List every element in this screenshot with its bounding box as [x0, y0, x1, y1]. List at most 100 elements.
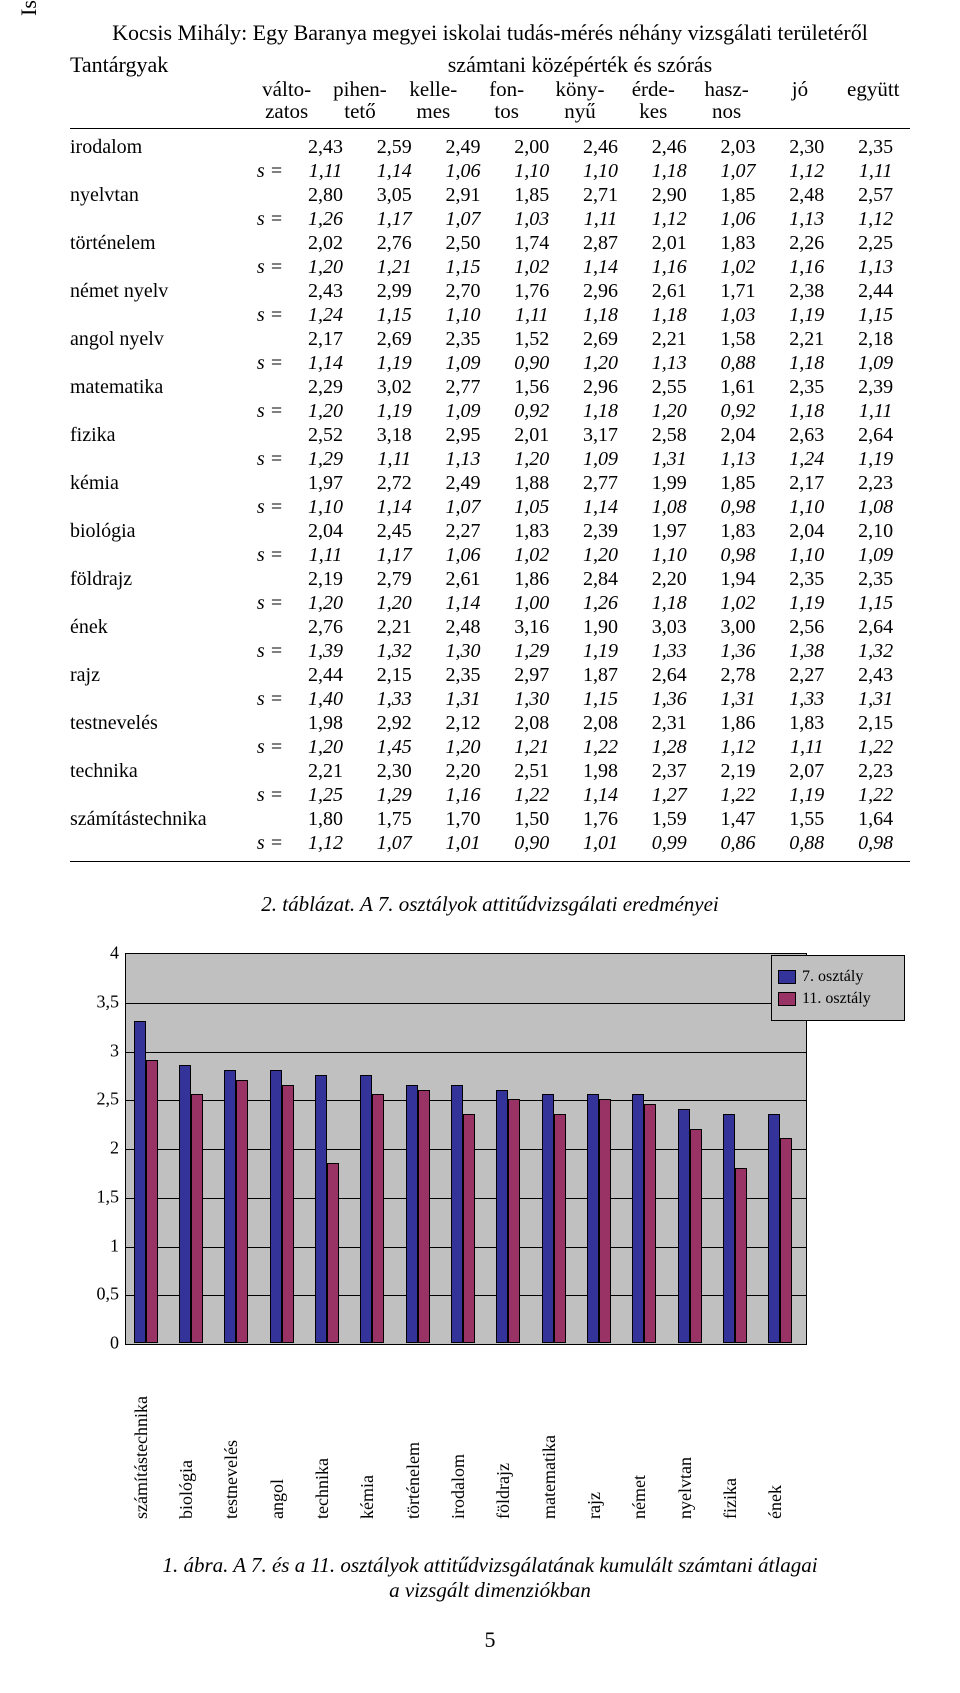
- table-row: matematika2,293,022,771,562,962,551,612,…: [70, 375, 910, 399]
- table-row-sd: s =1,201,451,201,211,221,281,121,111,22: [70, 735, 910, 759]
- table-row-sd: s =1,201,211,151,021,141,161,021,161,13: [70, 255, 910, 279]
- chart-x-tick: rajz: [584, 1492, 605, 1519]
- chart-bar: [690, 1129, 702, 1344]
- page-number: 5: [70, 1627, 910, 1653]
- chart-y-tick: 2: [75, 1138, 119, 1159]
- chart-bar: [599, 1099, 611, 1343]
- table-row-sd: s =1,291,111,131,201,091,311,131,241,19: [70, 447, 910, 471]
- legend-item-7: 7. osztály: [778, 968, 898, 986]
- legend-swatch-7: [778, 970, 796, 984]
- column-heading: válto-zatos: [250, 78, 323, 122]
- chart-y-tick: 4: [75, 943, 119, 964]
- table-row: technika2,212,302,202,511,982,372,192,07…: [70, 759, 910, 783]
- chart-y-tick: 0: [75, 1333, 119, 1354]
- table-row: német nyelv2,432,992,701,762,962,611,712…: [70, 279, 910, 303]
- column-heading: jó: [763, 78, 836, 122]
- column-heading: pihen-tető: [323, 78, 396, 122]
- chart-bar: [270, 1070, 282, 1343]
- legend-label-11: 11. osztály: [802, 990, 871, 1008]
- column-heading: érde-kes: [617, 78, 690, 122]
- table-row-sd: s =1,111,171,061,021,201,100,981,101,09: [70, 543, 910, 567]
- column-heading: együtt: [837, 78, 910, 122]
- chart-y-tick: 1,5: [75, 1186, 119, 1207]
- page: Iskolakultúra 2000/8 Kocsis Mihály: Egy …: [0, 0, 960, 1693]
- chart-x-tick: számítástechnika: [131, 1396, 152, 1519]
- chart-bar: [554, 1114, 566, 1343]
- chart-bar: [644, 1104, 656, 1343]
- chart-x-labels: számítástechnikabiológiatestnevelésangol…: [125, 1349, 805, 1519]
- table-header-1: Tantárgyak számtani középérték és szórás: [70, 52, 910, 78]
- chart-x-tick: ének: [765, 1485, 786, 1519]
- chart-bar: [780, 1138, 792, 1343]
- side-journal-label: Iskolakultúra 2000/8: [16, 0, 42, 16]
- table-row-sd: s =1,201,201,141,001,261,181,021,191,15: [70, 591, 910, 615]
- table-caption: 2. táblázat. A 7. osztályok attitűdvizsg…: [70, 892, 910, 917]
- legend-item-11: 11. osztály: [778, 990, 898, 1008]
- legend-label-7: 7. osztály: [802, 968, 863, 986]
- table-row: testnevelés1,982,922,122,082,082,311,861…: [70, 711, 910, 735]
- chart-bar: [134, 1021, 146, 1343]
- chart-y-tick: 3: [75, 1040, 119, 1061]
- table-row-sd: s =1,401,331,311,301,151,361,311,331,31: [70, 687, 910, 711]
- chart-bar: [236, 1080, 248, 1343]
- table-row: nyelvtan2,803,052,911,852,712,901,852,48…: [70, 183, 910, 207]
- chart-x-tick: matematika: [539, 1435, 560, 1519]
- chart-bar: [451, 1085, 463, 1343]
- figure-caption: 1. ábra. A 7. és a 11. osztályok attitűd…: [75, 1553, 905, 1603]
- chart-bar: [463, 1114, 475, 1343]
- table-row: földrajz2,192,792,611,862,842,201,942,35…: [70, 567, 910, 591]
- table-row-sd: s =1,391,321,301,291,191,331,361,381,32: [70, 639, 910, 663]
- table-row: rajz2,442,152,352,971,872,642,782,272,43: [70, 663, 910, 687]
- table-row: angol nyelv2,172,692,351,522,692,211,582…: [70, 327, 910, 351]
- table-row: kémia1,972,722,491,882,771,991,852,172,2…: [70, 471, 910, 495]
- column-heading: kelle-mes: [397, 78, 470, 122]
- table-row-sd: s =1,251,291,161,221,141,271,221,191,22: [70, 783, 910, 807]
- chart-bar: [735, 1168, 747, 1344]
- chart-bar: [224, 1070, 236, 1343]
- chart-bar: [360, 1075, 372, 1343]
- chart-bar: [315, 1075, 327, 1343]
- table-row-sd: s =1,111,141,061,101,101,181,071,121,11: [70, 159, 910, 183]
- center-heading: számtani középérték és szórás: [250, 52, 910, 78]
- chart-bars: [125, 953, 805, 1343]
- chart-x-tick: fizika: [720, 1478, 741, 1519]
- legend-swatch-11: [778, 992, 796, 1006]
- table-row: fizika2,523,182,952,013,172,582,042,632,…: [70, 423, 910, 447]
- chart-x-tick: földrajz: [493, 1463, 514, 1519]
- chart-y-tick: 2,5: [75, 1089, 119, 1110]
- chart-x-tick: kémia: [357, 1475, 378, 1519]
- chart-y-tick: 1: [75, 1235, 119, 1256]
- table-row-sd: s =1,141,191,090,901,201,130,881,181,09: [70, 351, 910, 375]
- chart-bar: [146, 1060, 158, 1343]
- chart-x-tick: irodalom: [448, 1454, 469, 1519]
- chart-x-tick: történelem: [403, 1442, 424, 1519]
- chart-bar: [191, 1094, 203, 1343]
- chart: 00,511,522,533,54 számítástechnikabiológ…: [75, 943, 905, 1603]
- table-row: irodalom2,432,592,492,002,462,462,032,30…: [70, 135, 910, 159]
- chart-bar: [496, 1090, 508, 1344]
- table-header-2: válto-zatospihen-tetőkelle-mesfon-toskön…: [70, 78, 910, 122]
- chart-bar: [406, 1085, 418, 1343]
- chart-bar: [723, 1114, 735, 1343]
- doc-title: Kocsis Mihály: Egy Baranya megyei iskola…: [70, 20, 910, 46]
- chart-bar: [327, 1163, 339, 1343]
- table-row-sd: s =1,101,141,071,051,141,080,981,101,08: [70, 495, 910, 519]
- table-row: történelem2,022,762,501,742,872,011,832,…: [70, 231, 910, 255]
- chart-bar: [179, 1065, 191, 1343]
- chart-legend: 7. osztály 11. osztály: [771, 955, 905, 1021]
- table-row-sd: s =1,241,151,101,111,181,181,031,191,15: [70, 303, 910, 327]
- column-heading: fon-tos: [470, 78, 543, 122]
- table-row-sd: s =1,261,171,071,031,111,121,061,131,12: [70, 207, 910, 231]
- chart-x-tick: technika: [312, 1458, 333, 1519]
- chart-bar: [678, 1109, 690, 1343]
- chart-bar: [508, 1099, 520, 1343]
- chart-x-tick: német: [629, 1475, 650, 1519]
- chart-bar: [587, 1094, 599, 1343]
- chart-y-tick: 3,5: [75, 991, 119, 1012]
- column-headings: válto-zatospihen-tetőkelle-mesfon-toskön…: [250, 78, 910, 122]
- chart-bar: [372, 1094, 384, 1343]
- table-row: számítástechnika1,801,751,701,501,761,59…: [70, 807, 910, 831]
- data-table: irodalom2,432,592,492,002,462,462,032,30…: [70, 135, 910, 855]
- chart-bar: [632, 1094, 644, 1343]
- chart-bar: [418, 1090, 430, 1344]
